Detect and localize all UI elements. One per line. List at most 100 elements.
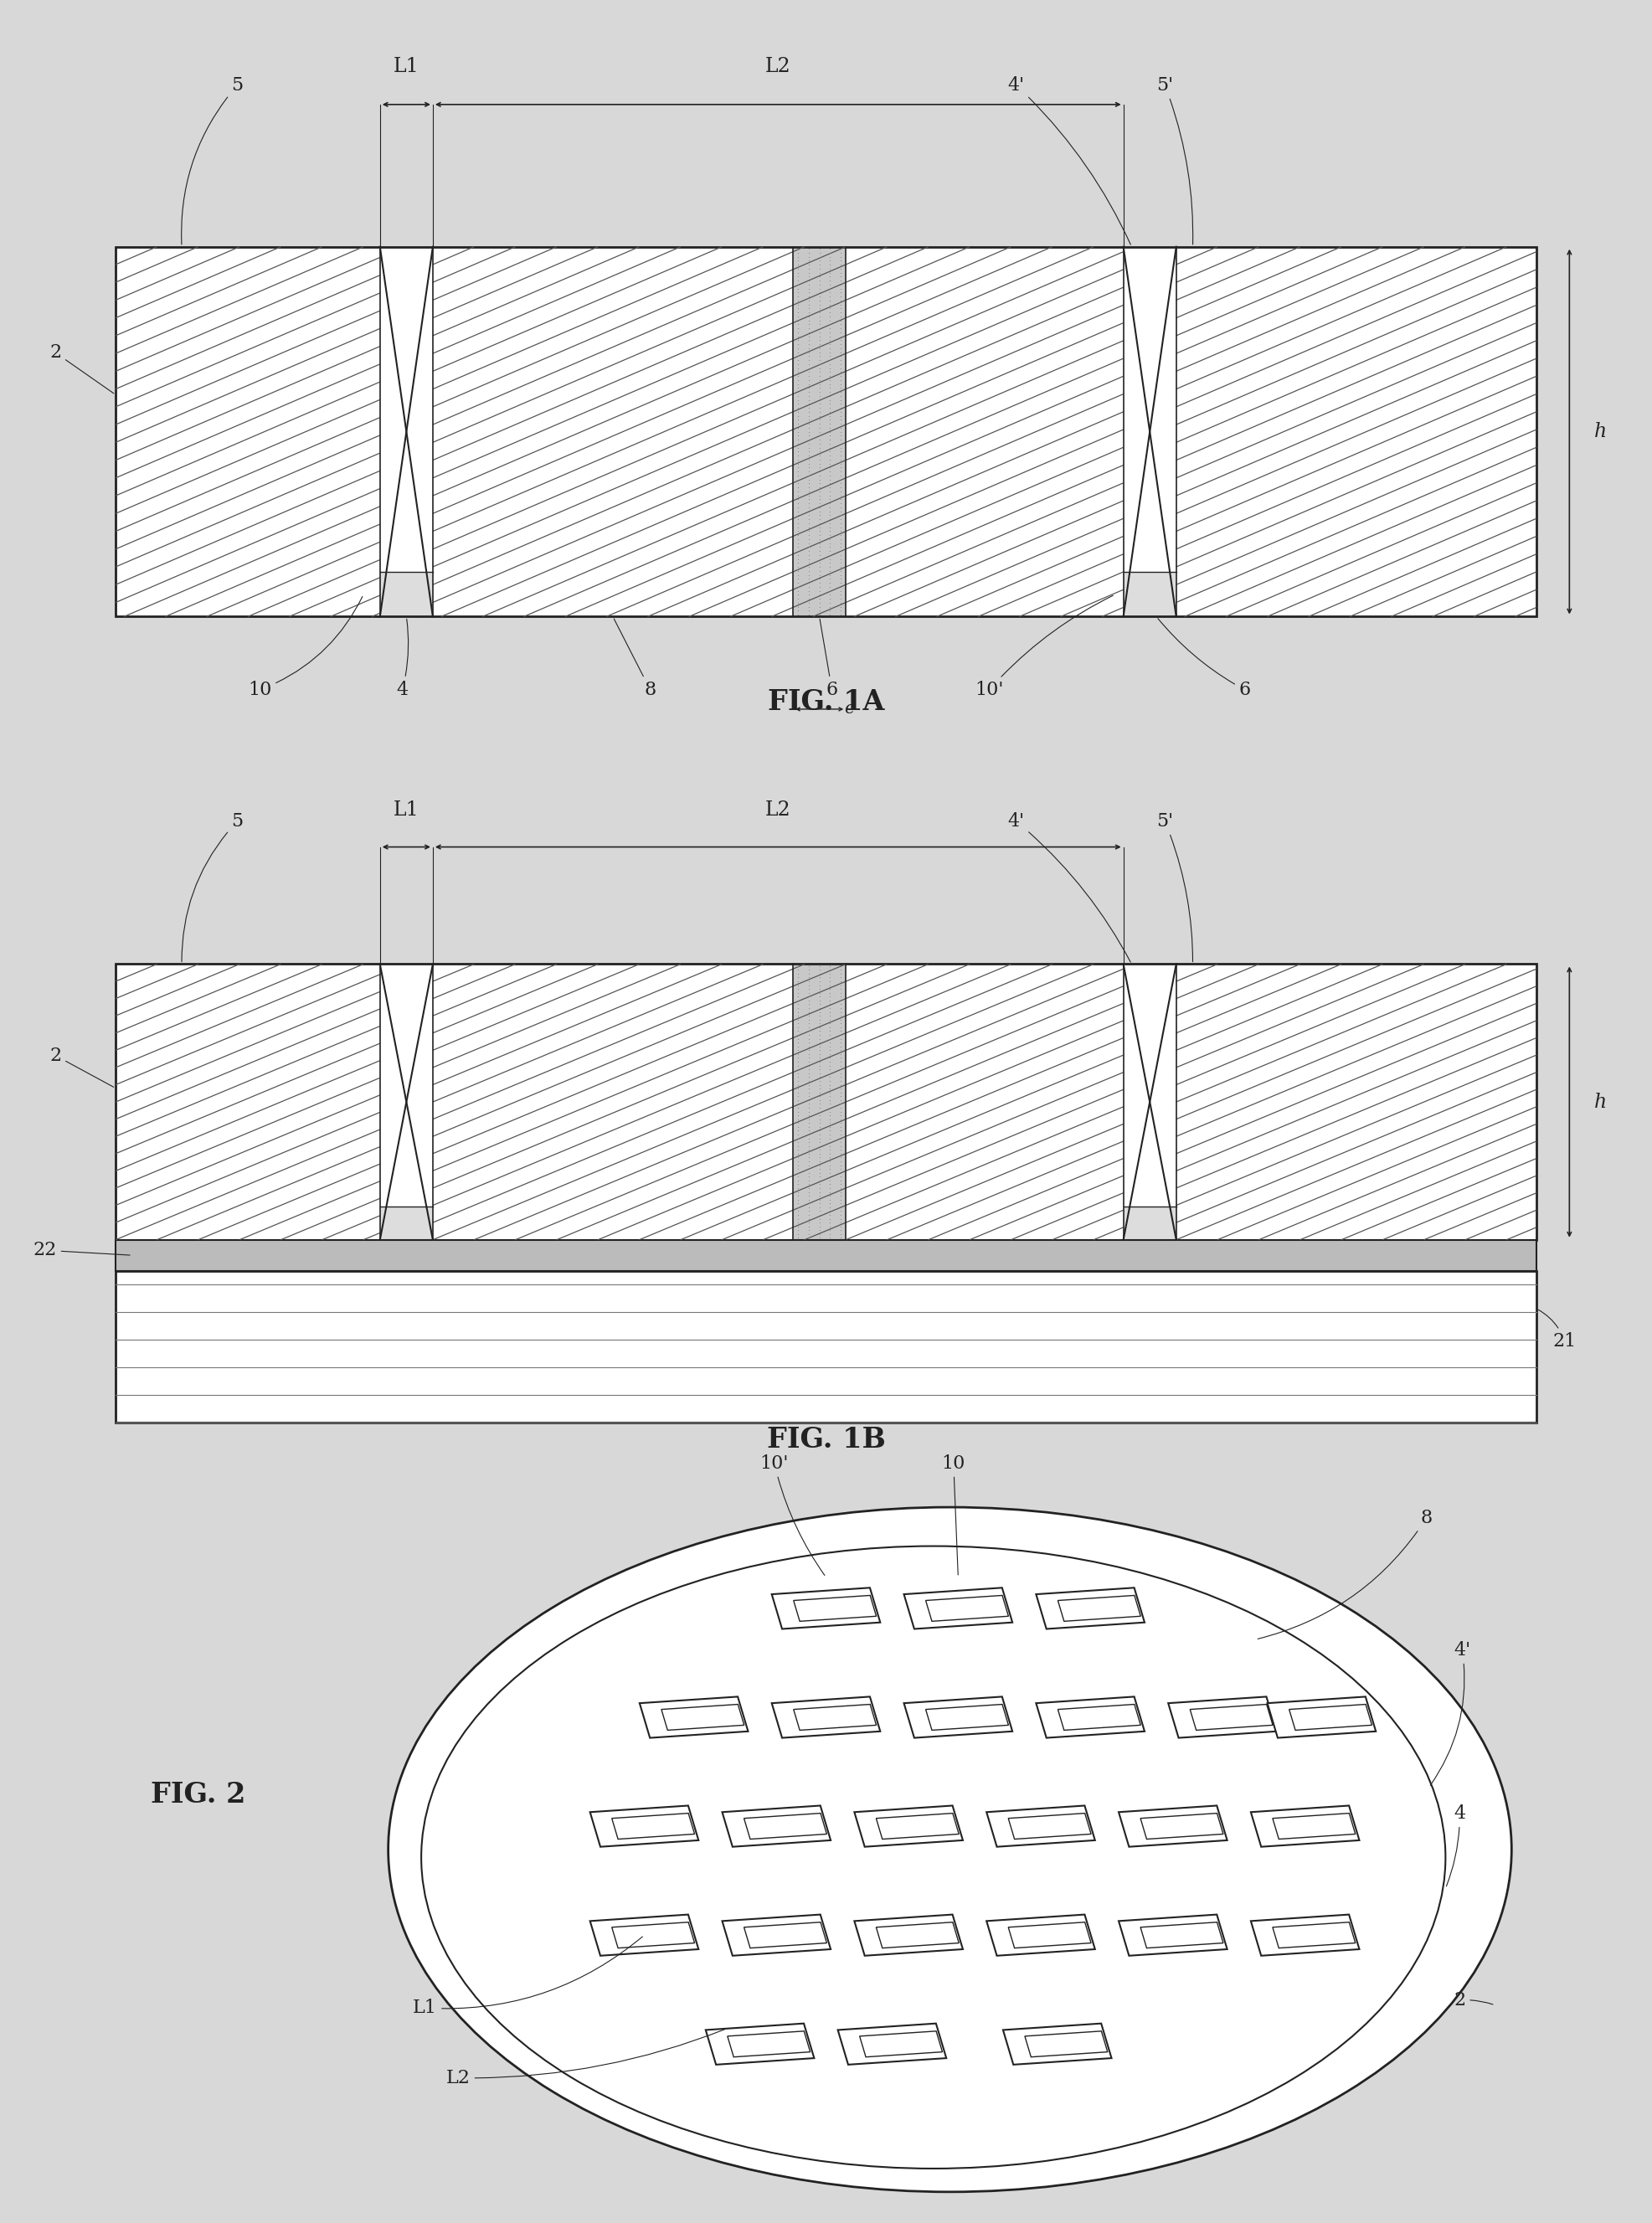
Bar: [904, 1587, 1013, 1629]
Bar: [854, 1805, 963, 1847]
Text: 6: 6: [1158, 618, 1251, 698]
Bar: [611, 1923, 694, 1947]
Bar: [876, 1923, 958, 1947]
Bar: [1123, 1207, 1176, 1240]
Bar: [116, 247, 380, 616]
Bar: [722, 1805, 831, 1847]
Bar: [1003, 2023, 1112, 2065]
Bar: [876, 1814, 958, 1838]
Text: 2: 2: [50, 1047, 114, 1087]
Bar: [1176, 247, 1536, 616]
Text: 10: 10: [248, 596, 362, 698]
Bar: [854, 1914, 963, 1956]
Bar: [1251, 1805, 1360, 1847]
Bar: [1123, 571, 1176, 616]
Text: 4: 4: [396, 618, 408, 698]
Bar: [1057, 1596, 1140, 1621]
Bar: [1118, 1805, 1227, 1847]
Bar: [1123, 247, 1176, 616]
Bar: [793, 1596, 876, 1621]
Bar: [727, 2032, 809, 2056]
Text: L1: L1: [393, 58, 420, 76]
Bar: [986, 1805, 1095, 1847]
Text: FIG. 1A: FIG. 1A: [768, 689, 884, 716]
Bar: [705, 2023, 814, 2065]
Bar: [433, 965, 1123, 1240]
Bar: [433, 247, 1123, 616]
Text: 5': 5': [1156, 811, 1193, 963]
Bar: [380, 571, 433, 616]
Bar: [380, 965, 433, 1240]
Text: L2: L2: [765, 58, 791, 76]
Bar: [116, 247, 1536, 616]
Bar: [116, 965, 1536, 1240]
Text: h: h: [1594, 422, 1607, 442]
Text: 21: 21: [1538, 1309, 1576, 1352]
Text: e: e: [844, 700, 854, 718]
Bar: [722, 1914, 831, 1956]
Bar: [1140, 1923, 1222, 1947]
Bar: [1118, 1914, 1227, 1956]
Bar: [1267, 1696, 1376, 1738]
Bar: [1008, 1814, 1090, 1838]
Bar: [793, 965, 846, 1240]
Bar: [116, 965, 380, 1240]
Text: FIG. 1B: FIG. 1B: [767, 1425, 885, 1454]
Bar: [661, 1705, 743, 1729]
Bar: [1036, 1696, 1145, 1738]
Bar: [590, 1805, 699, 1847]
Bar: [380, 1207, 433, 1240]
Bar: [925, 1705, 1008, 1729]
Bar: [1140, 1814, 1222, 1838]
Bar: [771, 1587, 881, 1629]
Text: 6: 6: [819, 618, 838, 698]
Bar: [116, 247, 1536, 616]
Bar: [1008, 1923, 1090, 1947]
Bar: [1251, 1914, 1360, 1956]
Text: 4': 4': [1431, 1641, 1470, 1785]
Text: 10': 10': [975, 596, 1113, 698]
Bar: [904, 1696, 1013, 1738]
Text: L2: L2: [446, 2030, 725, 2087]
Bar: [116, 1272, 1536, 1423]
Bar: [743, 1923, 826, 1947]
Bar: [639, 1696, 748, 1738]
Text: L1: L1: [393, 800, 420, 820]
Bar: [590, 1914, 699, 1956]
Text: 2: 2: [50, 345, 114, 393]
Bar: [925, 1596, 1008, 1621]
Bar: [986, 1914, 1095, 1956]
Bar: [611, 1814, 694, 1838]
Bar: [743, 1814, 826, 1838]
Bar: [1189, 1705, 1272, 1729]
Text: L1: L1: [413, 1936, 643, 2016]
Bar: [1024, 2032, 1107, 2056]
Text: 8: 8: [615, 618, 656, 698]
Text: 2: 2: [1454, 1992, 1493, 2010]
Bar: [116, 1240, 1536, 1272]
Bar: [771, 1696, 881, 1738]
Text: L2: L2: [765, 800, 791, 820]
Bar: [793, 1705, 876, 1729]
Text: 22: 22: [33, 1240, 131, 1260]
Bar: [116, 965, 1536, 1240]
Text: 5': 5': [1156, 76, 1193, 245]
Bar: [1176, 965, 1536, 1240]
Text: 5: 5: [182, 76, 243, 245]
Text: 4': 4': [1008, 76, 1130, 245]
Text: 10': 10': [760, 1454, 824, 1576]
Bar: [793, 247, 846, 616]
Ellipse shape: [388, 1507, 1512, 2192]
Text: 4': 4': [1008, 811, 1130, 963]
Bar: [1168, 1696, 1277, 1738]
Bar: [1123, 965, 1176, 1240]
Text: h: h: [1594, 1091, 1607, 1112]
Bar: [838, 2023, 947, 2065]
Bar: [1272, 1923, 1355, 1947]
Text: FIG. 2: FIG. 2: [150, 1781, 246, 1810]
Text: 5: 5: [182, 811, 243, 963]
Bar: [116, 1272, 1536, 1423]
Text: 4: 4: [1447, 1805, 1465, 1887]
Bar: [1036, 1587, 1145, 1629]
Bar: [1289, 1705, 1371, 1729]
